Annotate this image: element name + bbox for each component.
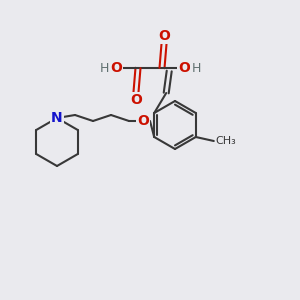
Text: H: H [191,61,201,74]
Text: O: O [110,61,122,75]
Text: N: N [51,111,63,125]
Text: O: O [158,29,170,43]
Text: H: H [99,61,109,74]
Text: CH₃: CH₃ [216,136,236,146]
Text: O: O [137,114,149,128]
Text: O: O [178,61,190,75]
Text: O: O [130,93,142,107]
